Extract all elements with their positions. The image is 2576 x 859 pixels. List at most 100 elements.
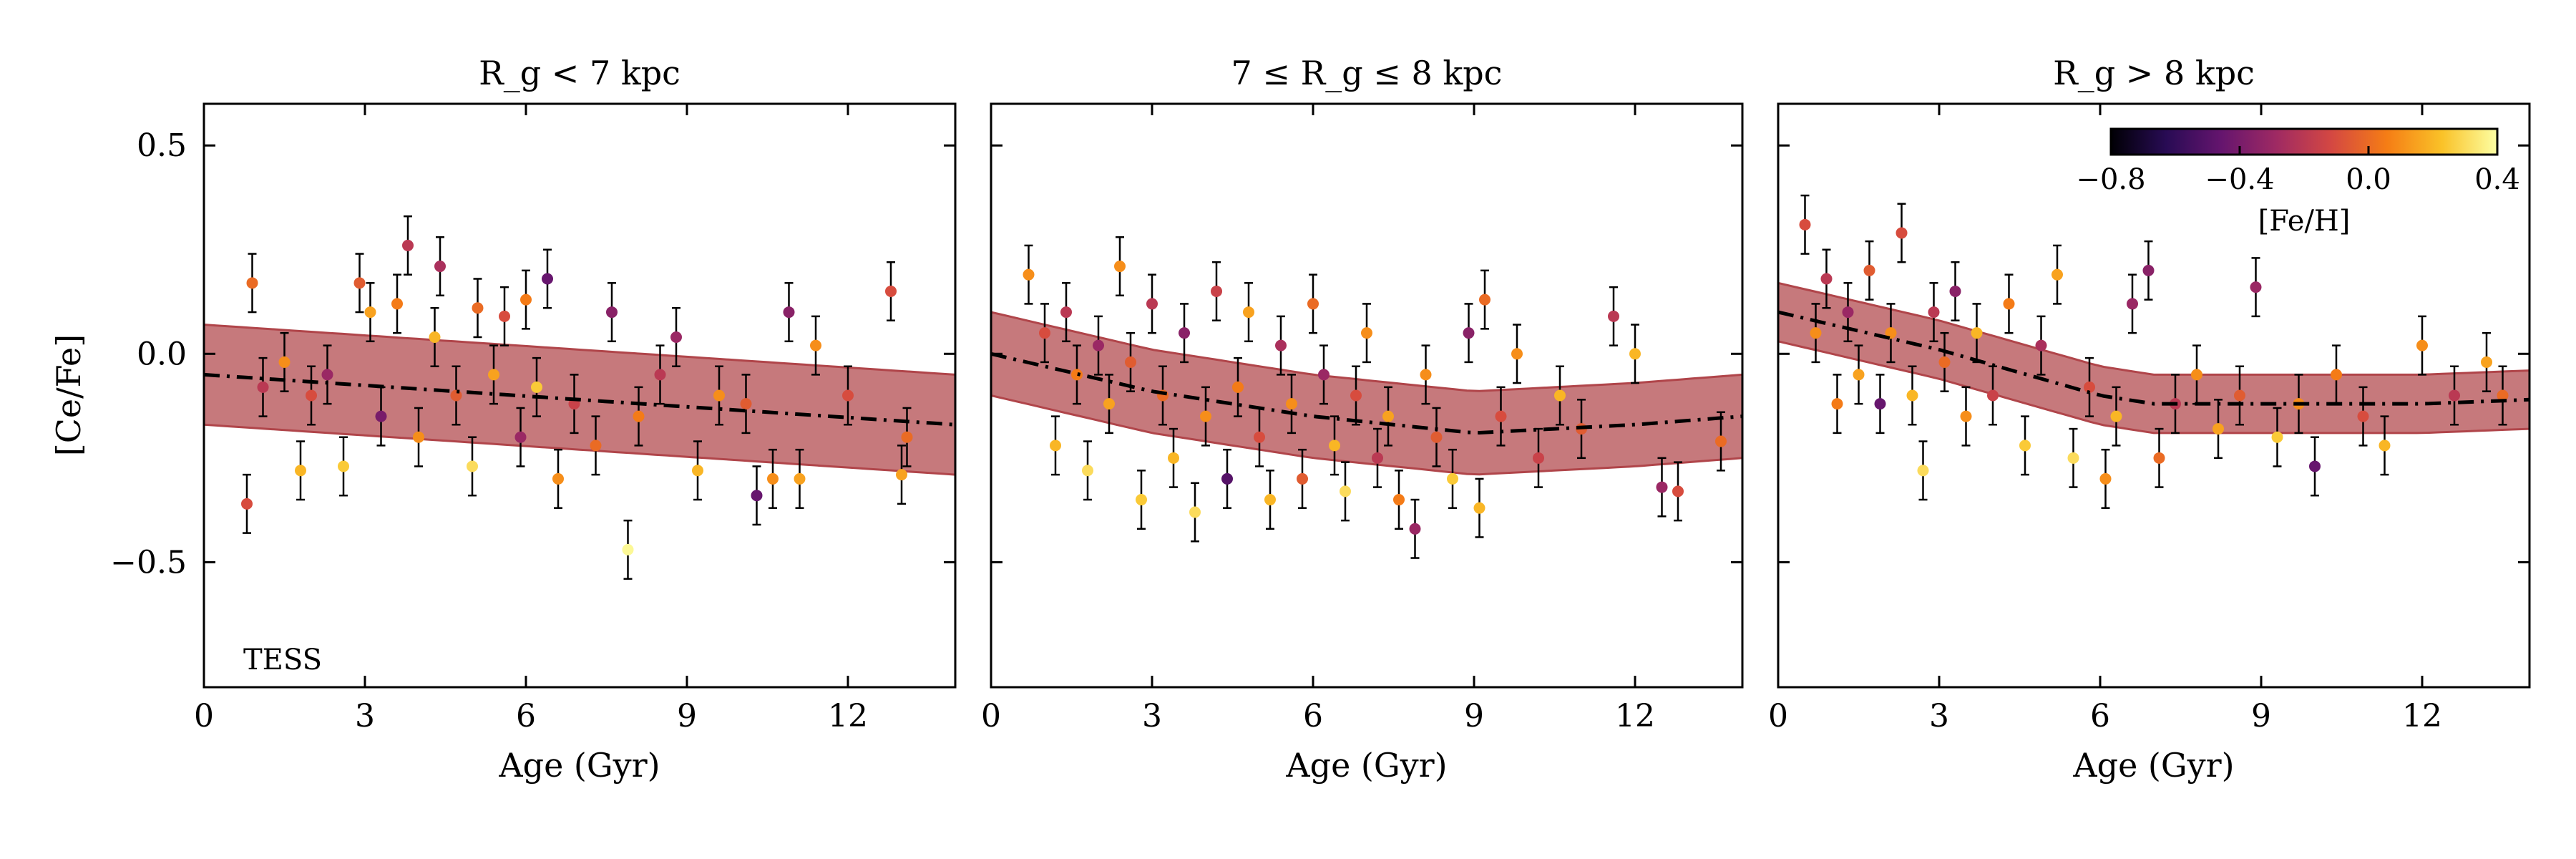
- data-point: [751, 490, 763, 502]
- data-point: [257, 381, 269, 393]
- x-axis-label: Age (Gyr): [498, 746, 660, 785]
- data-point: [499, 310, 510, 322]
- data-point: [278, 356, 291, 368]
- scatter-band-area: [991, 311, 1742, 476]
- data-point: [1189, 506, 1201, 518]
- data-point: [1842, 306, 1854, 319]
- data-point: [1286, 398, 1297, 410]
- data-point: [692, 465, 703, 477]
- colorbar-ticks: −0.8 −0.4 0.0 0.4: [2076, 146, 2520, 196]
- colorbar-tick-label: −0.8: [2076, 163, 2145, 196]
- data-point: [1928, 306, 1940, 319]
- x-tick-label: 9: [1464, 698, 1484, 734]
- data-point: [514, 431, 527, 443]
- data-point: [402, 239, 414, 251]
- x-axis-label: Age (Gyr): [1285, 746, 1447, 785]
- trend-line: [1778, 310, 2529, 406]
- data-point: [1896, 227, 1908, 239]
- data-point: [2497, 389, 2509, 402]
- data-point: [1050, 440, 1061, 452]
- data-point: [1430, 431, 1443, 443]
- x-tick-label: 9: [677, 698, 697, 734]
- data-point: [1340, 485, 1351, 498]
- data-point: [531, 381, 542, 393]
- data-point: [2142, 264, 2155, 276]
- data-point: [1629, 348, 1641, 360]
- data-point: [1853, 369, 1865, 381]
- data-point: [2234, 389, 2245, 402]
- data-point: [1060, 306, 1072, 319]
- data-point: [2331, 369, 2342, 381]
- y-axis-label: [Ce/Fe]: [49, 334, 88, 456]
- colorbar-tick-label: 0.0: [2346, 163, 2391, 196]
- scatter-band: [1778, 281, 2529, 435]
- panel-rg-lt-7: 0 3 6 9 12 0.5 0.0 −0.5 R_g < 7 kpc Age (Gyr) […: [49, 54, 957, 785]
- scatter-band: [991, 311, 1742, 476]
- data-point: [670, 331, 682, 343]
- data-point: [2379, 440, 2391, 452]
- colorbar-gradient: [2109, 127, 2499, 156]
- data-point: [767, 472, 779, 485]
- axis-ticks: 0 3 6 9 12: [981, 104, 1742, 734]
- data-point: [1810, 327, 1822, 339]
- x-tick-label: 12: [828, 698, 868, 734]
- data-point: [1211, 285, 1222, 297]
- tess-annotation: TESS: [243, 644, 322, 676]
- data-point: [783, 306, 795, 319]
- panel-title: R_g > 8 kpc: [2053, 54, 2255, 92]
- data-point: [246, 277, 258, 289]
- data-point: [2153, 452, 2165, 464]
- data-point: [295, 465, 306, 477]
- x-tick-label: 3: [1929, 698, 1949, 734]
- data-point: [1479, 293, 1491, 306]
- data-point: [885, 285, 897, 297]
- x-tick-label: 6: [516, 698, 536, 734]
- data-point: [2250, 281, 2262, 293]
- data-point: [353, 277, 366, 289]
- data-point: [1103, 398, 1115, 410]
- panel-rg-7-to-8: 0 3 6 9 12 7 ≤ R_g ≤ 8 kpc Age (Gyr): [981, 54, 1744, 785]
- data-point: [1393, 494, 1405, 506]
- x-tick-label: 0: [194, 698, 214, 734]
- data-point: [1820, 273, 1833, 285]
- data-point: [2357, 410, 2369, 422]
- data-point: [1232, 381, 1244, 393]
- data-point: [1318, 369, 1330, 381]
- data-point: [1917, 465, 1929, 477]
- data-point: [1329, 440, 1340, 452]
- data-point: [429, 331, 441, 343]
- data-point: [2051, 268, 2063, 281]
- x-tick-label: 6: [2090, 698, 2110, 734]
- data-point: [1200, 410, 1211, 422]
- data-point: [375, 410, 387, 422]
- colorbar: −0.8 −0.4 0.0 0.4 [Fe/H]: [2076, 127, 2520, 238]
- data-point: [622, 543, 634, 555]
- data-point: [2271, 431, 2283, 443]
- x-tick-label: 0: [981, 698, 1001, 734]
- data-point: [2110, 410, 2122, 422]
- data-point: [1168, 452, 1179, 464]
- data-point: [1297, 472, 1308, 485]
- data-point: [633, 410, 645, 422]
- data-point: [2481, 356, 2492, 368]
- x-tick-label: 0: [1768, 698, 1788, 734]
- data-point: [1254, 431, 1265, 443]
- trend-line: [991, 351, 1742, 435]
- data-point: [1350, 389, 1362, 402]
- data-point: [321, 369, 333, 381]
- data-point: [590, 440, 602, 452]
- data-point: [1275, 339, 1287, 351]
- colorbar-tick-label: −0.4: [2205, 163, 2274, 196]
- data-point: [2416, 339, 2428, 351]
- data-point: [2191, 369, 2202, 381]
- data-point: [1136, 494, 1147, 506]
- data-point: [1082, 465, 1093, 477]
- data-point: [1361, 327, 1372, 339]
- x-tick-label: 3: [355, 698, 375, 734]
- panel-title: 7 ≤ R_g ≤ 8 kpc: [1231, 54, 1503, 92]
- data-point: [2019, 440, 2031, 452]
- data-point: [2099, 472, 2112, 485]
- data-point: [1243, 306, 1254, 319]
- data-point: [606, 306, 618, 319]
- x-tick-label: 9: [2251, 698, 2271, 734]
